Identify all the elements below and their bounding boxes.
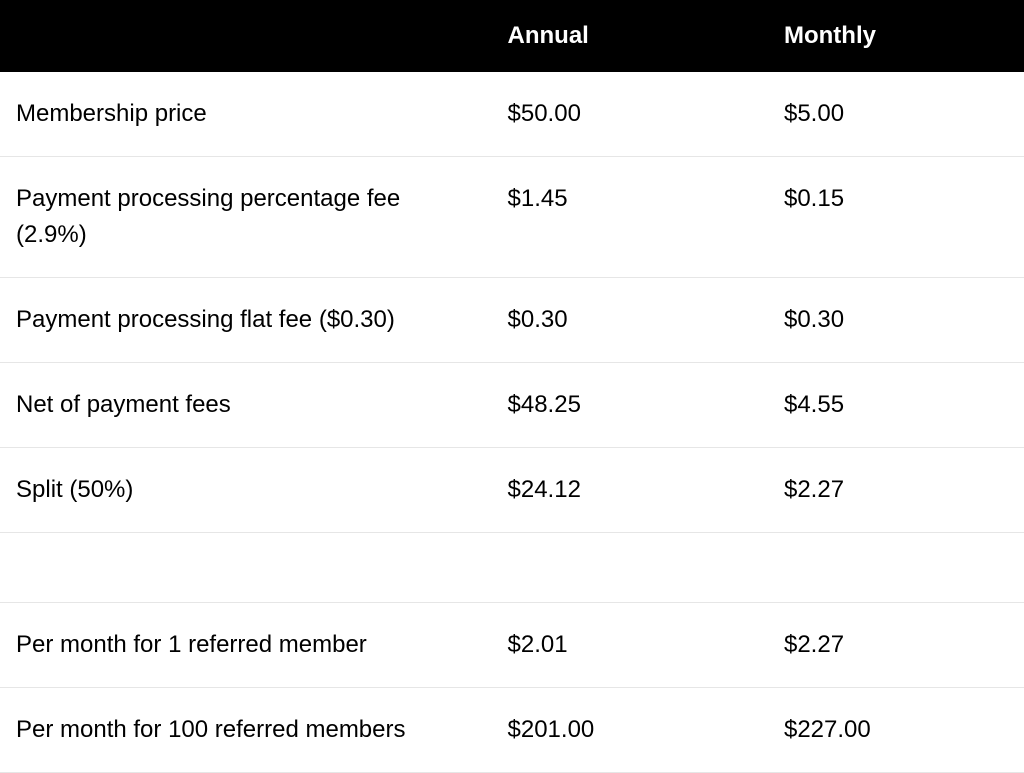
- row-label: Split (50%): [0, 448, 492, 533]
- cell-monthly: $2.27: [768, 603, 1024, 688]
- table-row: Payment processing flat fee ($0.30) $0.3…: [0, 278, 1024, 363]
- row-label: Per month for 100 referred members: [0, 688, 492, 773]
- row-label: Payment processing flat fee ($0.30): [0, 278, 492, 363]
- cell-annual: $201.00: [492, 688, 768, 773]
- table-row: Per month for 100 referred members $201.…: [0, 688, 1024, 773]
- col-header-blank: [0, 0, 492, 72]
- table-row: Per month for 1 referred member $2.01 $2…: [0, 603, 1024, 688]
- cell-annual: $24.12: [492, 448, 768, 533]
- table-row: Net of payment fees $48.25 $4.55: [0, 363, 1024, 448]
- cell-monthly: $0.30: [768, 278, 1024, 363]
- cell-monthly: $227.00: [768, 688, 1024, 773]
- cell-monthly: $0.15: [768, 157, 1024, 278]
- row-label: Payment processing percentage fee (2.9%): [0, 157, 492, 278]
- table-row: Split (50%) $24.12 $2.27: [0, 448, 1024, 533]
- cell-monthly: $2.27: [768, 448, 1024, 533]
- cell-monthly: $5.00: [768, 72, 1024, 157]
- pricing-table: Annual Monthly Membership price $50.00 $…: [0, 0, 1024, 773]
- row-label: Per month for 1 referred member: [0, 603, 492, 688]
- table-row: Membership price $50.00 $5.00: [0, 72, 1024, 157]
- col-header-monthly: Monthly: [768, 0, 1024, 72]
- cell-annual: $48.25: [492, 363, 768, 448]
- cell-annual: $50.00: [492, 72, 768, 157]
- cell-annual: $0.30: [492, 278, 768, 363]
- cell-annual: $2.01: [492, 603, 768, 688]
- row-label: Net of payment fees: [0, 363, 492, 448]
- table-spacer-row: [0, 533, 1024, 603]
- table-row: Payment processing percentage fee (2.9%)…: [0, 157, 1024, 278]
- col-header-annual: Annual: [492, 0, 768, 72]
- table-header-row: Annual Monthly: [0, 0, 1024, 72]
- cell-annual: $1.45: [492, 157, 768, 278]
- cell-monthly: $4.55: [768, 363, 1024, 448]
- row-label: Membership price: [0, 72, 492, 157]
